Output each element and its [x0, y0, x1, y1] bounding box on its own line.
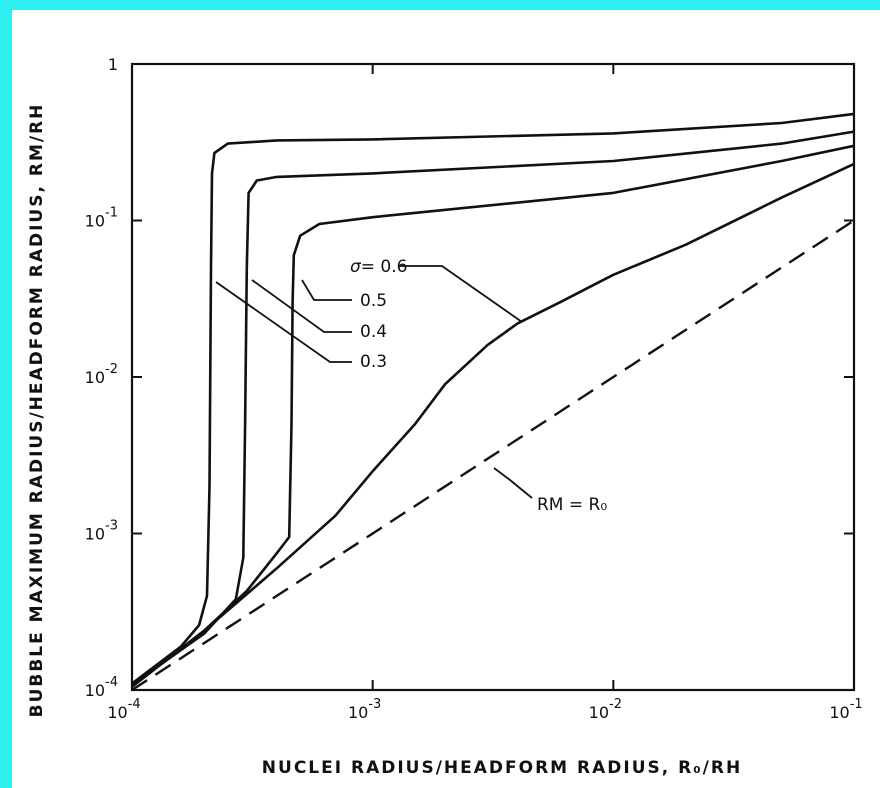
- y-axis-title: BUBBLE MAXIMUM RADIUS/HEADFORM RADIUS, R…: [27, 103, 47, 718]
- x-tick-label: 10-3: [348, 697, 381, 722]
- annotation-label-s03: 0.3: [360, 352, 387, 372]
- series-layer: [131, 112, 855, 692]
- x-tick-label: 10-2: [589, 697, 622, 722]
- y-tick-label: 10-1: [85, 206, 118, 231]
- series-line-1: [131, 112, 855, 685]
- annotation-label-sigma06: σ= 0.6: [350, 257, 407, 277]
- series-line-2: [131, 130, 855, 686]
- annotation-leader: [400, 265, 523, 323]
- y-tick-label: 10-2: [85, 362, 118, 387]
- chart: 10-4 10-3 10-2 10-1 1 10-1 10-2 10-3 10-4 σ= 0.6…: [27, 55, 863, 778]
- y-tick-label: 1: [108, 55, 118, 74]
- annotation-label-rm: RM = R₀: [537, 495, 607, 515]
- annotations: σ= 0.6 0.5 0.4 0.3 RM = R₀: [215, 257, 607, 515]
- annotation-leader: [251, 279, 352, 333]
- x-tick-label: 10-4: [107, 697, 140, 722]
- series-line-reference: [131, 219, 855, 692]
- x-axis-title: NUCLEI RADIUS/HEADFORM RADIUS, R₀/RH: [262, 758, 742, 778]
- annotation-leader: [301, 279, 352, 301]
- annotation-label-s04: 0.4: [360, 322, 387, 342]
- annotation-label-s05: 0.5: [360, 291, 387, 311]
- y-tick-label: 10-3: [85, 519, 118, 544]
- chart-frame: 10-4 10-3 10-2 10-1 1 10-1 10-2 10-3 10-4 σ= 0.6…: [12, 10, 880, 788]
- annotation-leader: [215, 281, 352, 363]
- tick-labels: 10-4 10-3 10-2 10-1 1 10-1 10-2 10-3 10-4: [85, 55, 863, 722]
- annotation-leader: [493, 467, 533, 499]
- series-line-4: [131, 162, 855, 688]
- y-tick-label: 10-4: [85, 675, 118, 700]
- x-tick-label: 10-1: [829, 697, 862, 722]
- series-line-3: [131, 144, 855, 688]
